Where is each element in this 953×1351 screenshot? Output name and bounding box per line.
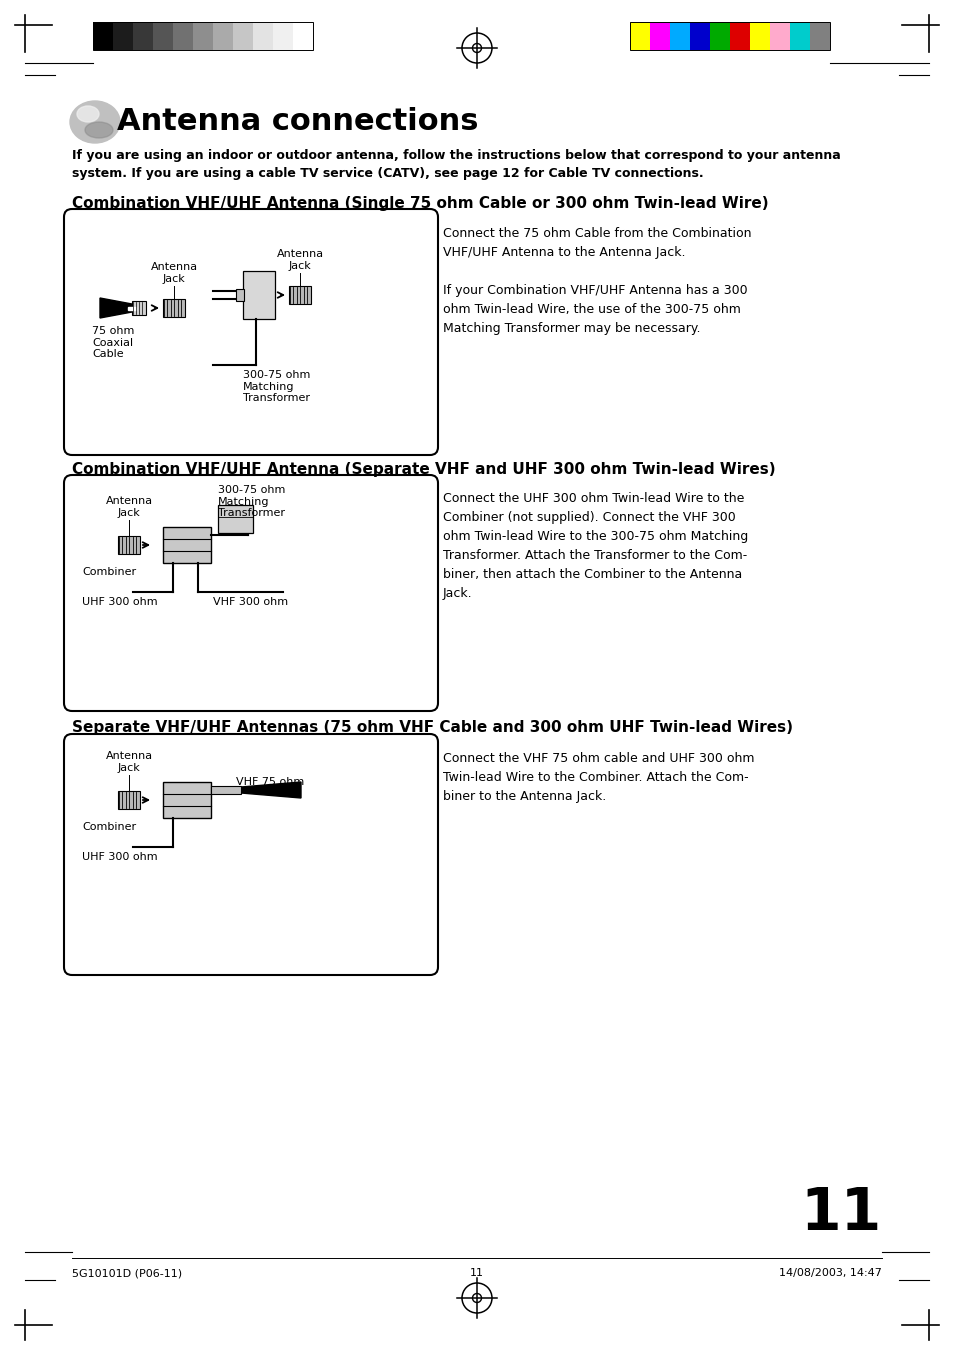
Bar <box>749 22 769 50</box>
Text: 11: 11 <box>800 1185 882 1242</box>
Ellipse shape <box>77 105 99 122</box>
Text: Antenna
Jack: Antenna Jack <box>106 751 152 773</box>
Text: 11: 11 <box>470 1269 483 1278</box>
Bar <box>789 22 809 50</box>
Bar <box>289 286 311 304</box>
Polygon shape <box>241 782 301 798</box>
Text: VHF 300 ohm: VHF 300 ohm <box>213 597 288 607</box>
Bar <box>233 22 253 50</box>
Text: 75 ohm
Coaxial
Cable: 75 ohm Coaxial Cable <box>91 326 134 359</box>
Bar <box>211 786 241 794</box>
Bar <box>163 299 185 317</box>
Text: Antenna connections: Antenna connections <box>117 108 478 136</box>
Bar <box>118 536 140 554</box>
Bar <box>253 22 273 50</box>
Bar <box>709 22 729 50</box>
Bar <box>293 22 313 50</box>
Text: Combiner: Combiner <box>82 821 136 832</box>
Text: Antenna
Jack: Antenna Jack <box>106 496 152 517</box>
Text: Connect the VHF 75 ohm cable and UHF 300 ohm
Twin-lead Wire to the Combiner. Att: Connect the VHF 75 ohm cable and UHF 300… <box>442 753 754 802</box>
Bar <box>669 22 689 50</box>
Text: Combination VHF/UHF Antenna (Single 75 ohm Cable or 300 ohm Twin-lead Wire): Combination VHF/UHF Antenna (Single 75 o… <box>71 196 768 211</box>
Ellipse shape <box>70 101 120 143</box>
Bar <box>132 301 146 315</box>
Text: Separate VHF/UHF Antennas (75 ohm VHF Cable and 300 ohm UHF Twin-lead Wires): Separate VHF/UHF Antennas (75 ohm VHF Ca… <box>71 720 792 735</box>
Bar <box>112 22 132 50</box>
Bar <box>92 22 313 50</box>
Text: Combination VHF/UHF Antenna (Separate VHF and UHF 300 ohm Twin-lead Wires): Combination VHF/UHF Antenna (Separate VH… <box>71 462 775 477</box>
Text: Combiner: Combiner <box>82 567 136 577</box>
Polygon shape <box>100 299 132 317</box>
Bar <box>92 22 112 50</box>
Bar <box>729 22 749 50</box>
Bar <box>629 22 649 50</box>
Bar <box>235 289 244 301</box>
Text: If you are using an indoor or outdoor antenna, follow the instructions below tha: If you are using an indoor or outdoor an… <box>71 149 840 180</box>
Bar <box>163 527 211 563</box>
Text: Antenna
Jack: Antenna Jack <box>151 262 197 284</box>
Text: 5G10101D (P06-11): 5G10101D (P06-11) <box>71 1269 182 1278</box>
Text: UHF 300 ohm: UHF 300 ohm <box>82 852 157 862</box>
Text: Connect the UHF 300 ohm Twin-lead Wire to the
Combiner (not supplied). Connect t: Connect the UHF 300 ohm Twin-lead Wire t… <box>442 492 747 600</box>
Bar <box>172 22 193 50</box>
Bar <box>769 22 789 50</box>
Bar <box>193 22 213 50</box>
Bar <box>152 22 172 50</box>
Bar <box>213 22 233 50</box>
Text: VHF 75 ohm: VHF 75 ohm <box>235 777 304 788</box>
Ellipse shape <box>85 122 112 138</box>
Text: UHF 300 ohm: UHF 300 ohm <box>82 597 157 607</box>
Text: 14/08/2003, 14:47: 14/08/2003, 14:47 <box>779 1269 882 1278</box>
Bar <box>132 22 152 50</box>
Bar <box>809 22 829 50</box>
Text: 300-75 ohm
Matching
Transformer: 300-75 ohm Matching Transformer <box>218 485 285 519</box>
Bar <box>689 22 709 50</box>
Text: 300-75 ohm
Matching
Transformer: 300-75 ohm Matching Transformer <box>243 370 310 403</box>
Bar <box>649 22 669 50</box>
Text: Antenna
Jack: Antenna Jack <box>276 250 323 272</box>
Bar <box>243 272 274 319</box>
Bar <box>128 307 136 309</box>
Text: Connect the 75 ohm Cable from the Combination
VHF/UHF Antenna to the Antenna Jac: Connect the 75 ohm Cable from the Combin… <box>442 227 751 335</box>
Bar <box>218 505 253 534</box>
Bar <box>118 790 140 809</box>
Bar <box>163 782 211 817</box>
Bar <box>629 22 829 50</box>
Bar <box>273 22 293 50</box>
